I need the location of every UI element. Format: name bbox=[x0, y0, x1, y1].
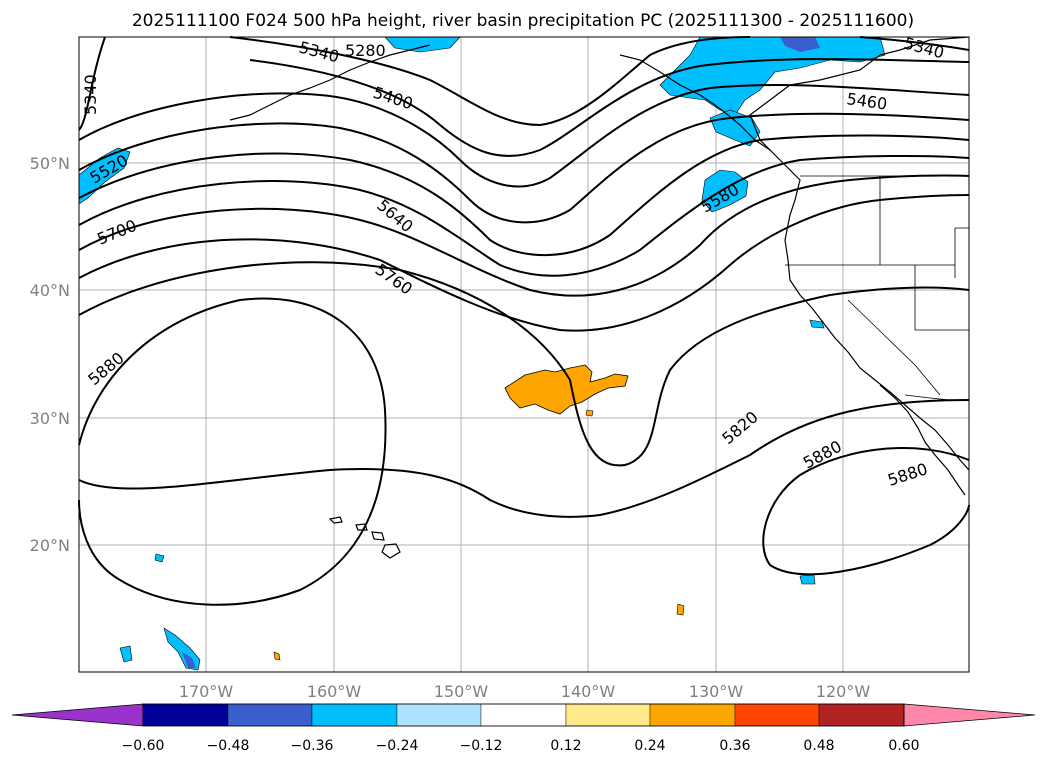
lat-tick-labels: 50°N 40°N 30°N 20°N bbox=[30, 154, 70, 555]
colorbar-tick-label: 0.24 bbox=[634, 738, 665, 754]
contour-label: 5340 bbox=[81, 74, 100, 115]
contour-5820-south bbox=[78, 399, 970, 518]
colorbar-tick-label: −0.60 bbox=[122, 738, 165, 754]
colorbar-segment bbox=[396, 703, 482, 727]
precip-negative-alaska-core bbox=[780, 37, 820, 52]
colorbar-tick-label: −0.36 bbox=[291, 738, 334, 754]
colorbar-tick-label: 0.48 bbox=[803, 738, 834, 754]
colorbar: −0.60 −0.48 −0.36 −0.24 −0.12 0.12 0.24 … bbox=[11, 703, 1036, 754]
colorbar-tick-label: −0.24 bbox=[376, 738, 419, 754]
lon-tick-label: 160°W bbox=[307, 682, 362, 701]
colorbar-under-arrow bbox=[11, 703, 144, 727]
lon-tick-label: 120°W bbox=[816, 682, 871, 701]
precip-negative-spot4 bbox=[809, 319, 825, 329]
map-frame bbox=[78, 36, 970, 673]
lon-tick-label: 150°W bbox=[434, 682, 489, 701]
precip-negative-hawaii-core bbox=[182, 652, 196, 668]
contour-5880-west bbox=[78, 297, 387, 606]
map-panel: 5340 5280 5340 5400 5460 5340 5520 5580 … bbox=[78, 34, 970, 673]
contour-5700 bbox=[78, 174, 970, 297]
contour-5340 bbox=[229, 36, 970, 127]
precip-positive-spot3 bbox=[585, 409, 594, 417]
colorbar-segment bbox=[311, 703, 398, 727]
lat-tick-label: 50°N bbox=[30, 154, 70, 173]
colorbar-segment bbox=[142, 703, 229, 727]
lat-tick-label: 20°N bbox=[30, 536, 70, 555]
contour-5460 bbox=[78, 84, 970, 188]
colorbar-tick-label: 0.12 bbox=[550, 738, 581, 754]
coast-alaska-se bbox=[619, 54, 771, 151]
height-contours bbox=[78, 36, 970, 606]
graticule bbox=[79, 37, 969, 672]
colorbar-segment bbox=[565, 703, 651, 727]
lat-tick-label: 30°N bbox=[30, 409, 70, 428]
precip-negative-alaska bbox=[659, 36, 886, 116]
contour-5640 bbox=[78, 154, 970, 277]
precip-negative-west bbox=[78, 147, 131, 205]
precip-negative-spot2 bbox=[154, 553, 165, 563]
colorbar-segment bbox=[480, 703, 567, 727]
lon-tick-label: 170°W bbox=[179, 682, 234, 701]
lat-tick-label: 40°N bbox=[30, 281, 70, 300]
colorbar-segment bbox=[649, 703, 736, 727]
border-states bbox=[785, 176, 969, 396]
precip-shading bbox=[78, 36, 886, 671]
contour-5760 bbox=[78, 194, 970, 332]
colorbar-segment bbox=[818, 703, 905, 727]
contour-5820 bbox=[78, 261, 970, 467]
contour-label: 5280 bbox=[345, 41, 386, 60]
colorbar-tick-label: −0.48 bbox=[207, 738, 250, 754]
chart-title: 2025111100 F024 500 hPa height, river ba… bbox=[132, 11, 914, 31]
colorbar-tick-label: 0.36 bbox=[719, 738, 750, 754]
precip-negative-spot3 bbox=[799, 574, 816, 585]
coast-aleutians bbox=[229, 44, 431, 121]
coast-hawaii bbox=[328, 516, 401, 559]
colorbar-tick-label: −0.12 bbox=[460, 738, 503, 754]
colorbar-segment bbox=[227, 703, 313, 727]
lon-tick-labels: 170°W 160°W 150°W 140°W 130°W 120°W bbox=[179, 682, 871, 701]
colorbar-tick-label: 0.60 bbox=[888, 738, 919, 754]
precip-positive-spot2 bbox=[273, 651, 281, 661]
precip-positive-spot1 bbox=[676, 603, 685, 616]
lon-tick-label: 140°W bbox=[561, 682, 616, 701]
contour-5580 bbox=[78, 134, 970, 257]
colorbar-segment bbox=[734, 703, 820, 727]
precip-negative-bc bbox=[701, 169, 749, 213]
contour-5400 bbox=[78, 36, 970, 157]
map-background bbox=[79, 37, 969, 672]
contour-5880-east bbox=[762, 447, 970, 576]
lon-tick-label: 130°W bbox=[689, 682, 744, 701]
colorbar-frame bbox=[142, 703, 905, 727]
precip-negative-spot1 bbox=[119, 645, 133, 663]
colorbar-over-arrow bbox=[903, 703, 1036, 727]
contour-5520 bbox=[78, 112, 970, 224]
